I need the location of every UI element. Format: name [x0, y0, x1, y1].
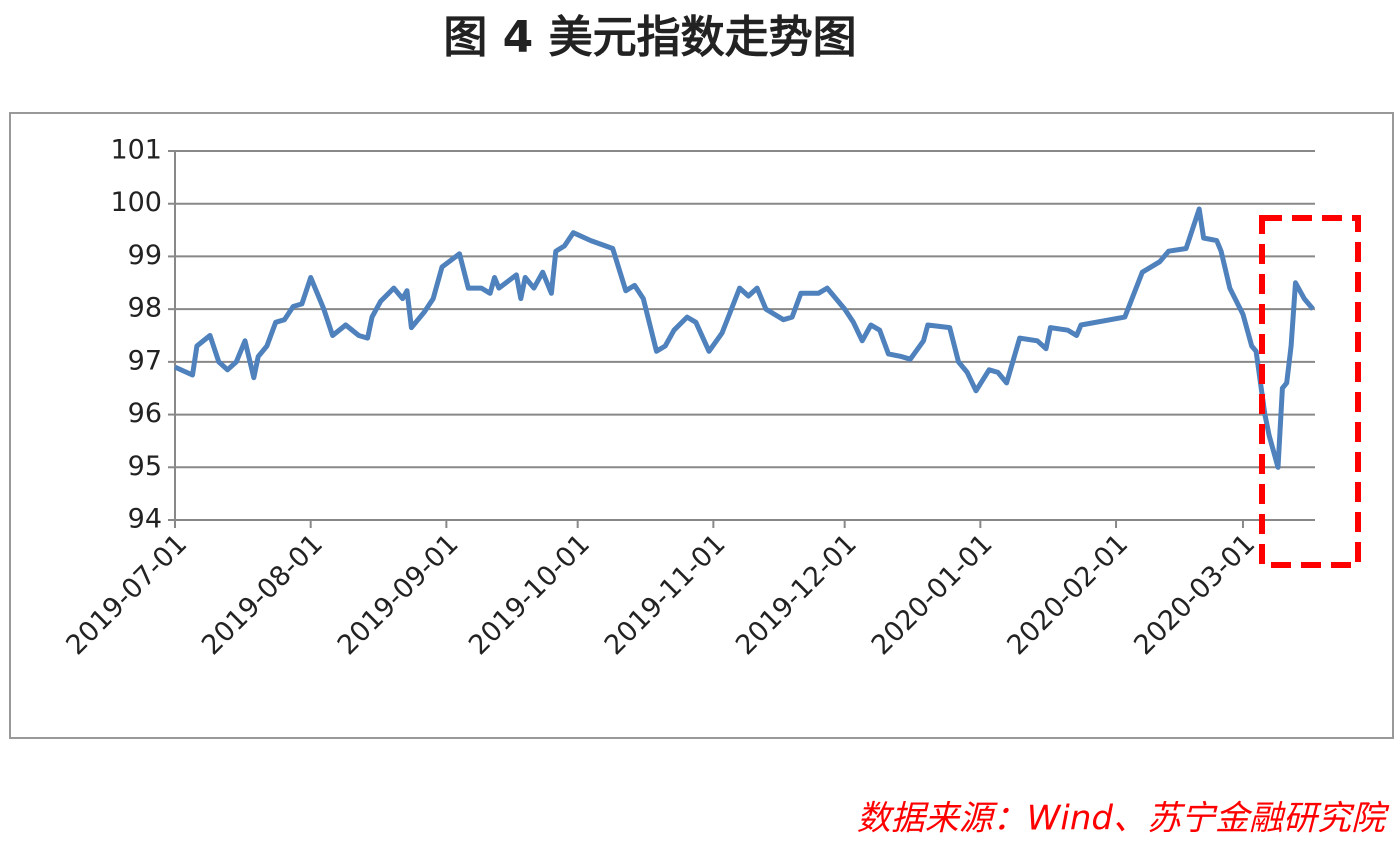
highlight-box: [1259, 215, 1361, 568]
y-tick-label: 101: [110, 135, 162, 166]
source-note: 数据来源：Wind、苏宁金融研究院: [857, 799, 1390, 839]
y-tick-label: 96: [128, 398, 162, 429]
y-tick-label: 94: [128, 504, 162, 535]
y-tick-label: 100: [110, 187, 162, 218]
chart-title: 图 4 美元指数走势图: [443, 12, 856, 63]
y-tick-label: 99: [128, 240, 162, 271]
y-tick-label: 95: [128, 451, 162, 482]
y-tick-label: 97: [128, 345, 162, 376]
data-line: [173, 206, 1315, 470]
chart-frame: [9, 112, 1394, 739]
y-tick-label: 98: [128, 293, 162, 324]
